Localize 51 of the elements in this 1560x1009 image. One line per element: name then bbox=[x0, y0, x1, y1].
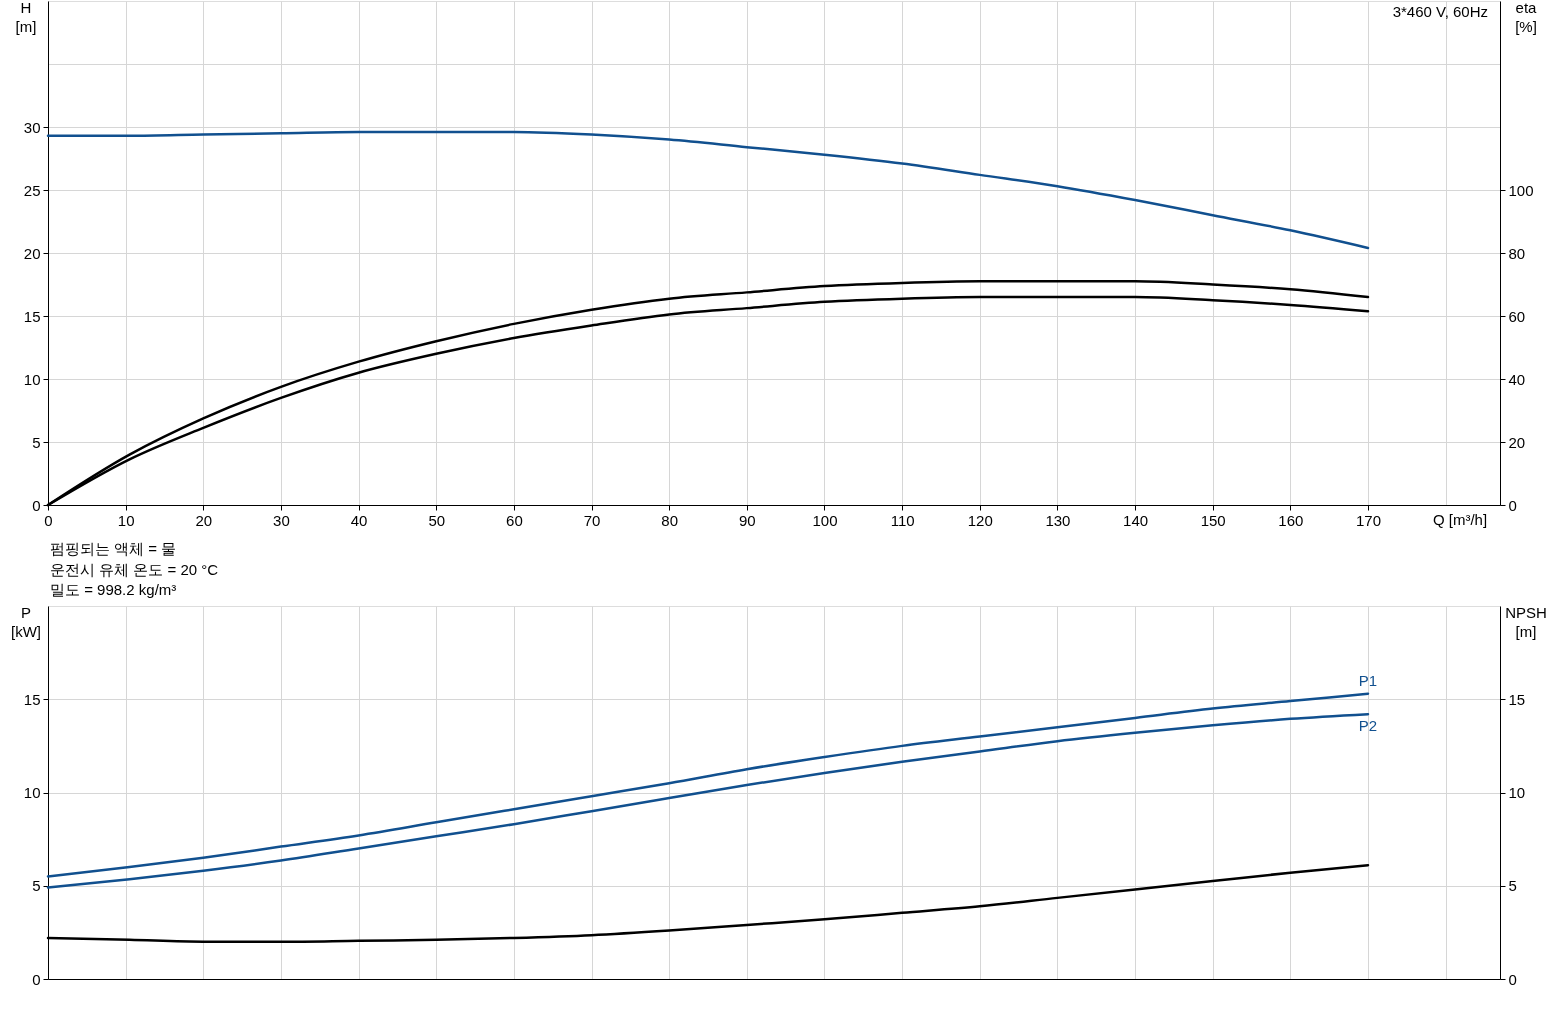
y2-tick-label: 0 bbox=[1508, 970, 1517, 988]
y-tick-label: 30 bbox=[23, 118, 41, 136]
x-tick-label: 80 bbox=[661, 511, 679, 529]
y-tick-label: 10 bbox=[23, 784, 41, 801]
x-tick-label: 0 bbox=[44, 511, 53, 529]
text: 밀도 = 998.2 kg/m³ bbox=[50, 581, 177, 598]
y-tick-label: 20 bbox=[23, 244, 41, 262]
text: 운전시 유체 온도 = 20 °C bbox=[50, 560, 219, 578]
y-tick-label: 15 bbox=[23, 307, 41, 325]
line-series bbox=[46, 130, 1370, 250]
x-tick-label: 50 bbox=[428, 511, 446, 529]
y-axis-title: H [m] bbox=[15, 0, 37, 35]
y2-tick-label: 40 bbox=[1508, 370, 1526, 388]
y-tick-label: 5 bbox=[32, 433, 41, 451]
y2-axis-title: eta [%] bbox=[1515, 0, 1538, 35]
x-tick-label: 70 bbox=[583, 511, 601, 529]
x-tick-label: 140 bbox=[1123, 511, 1149, 529]
y-tick-label: 0 bbox=[32, 496, 41, 514]
y-tick-label: 25 bbox=[23, 181, 41, 199]
x-tick-label: 110 bbox=[890, 511, 915, 529]
y2-tick-label: 15 bbox=[1508, 690, 1526, 708]
chart-title: 3*460 V, 60Hz bbox=[1392, 3, 1488, 20]
y2-tick-label: 100 bbox=[1508, 181, 1534, 199]
x-tick-label: 100 bbox=[812, 511, 838, 529]
x-tick-label: 120 bbox=[967, 511, 993, 529]
y-tick-label: 10 bbox=[23, 370, 41, 388]
x-axis-title: Q [m³/h] bbox=[1432, 511, 1488, 528]
x-tick-label: 170 bbox=[1355, 511, 1382, 529]
y2-tick-label: 80 bbox=[1508, 244, 1526, 262]
x-tick-label: 60 bbox=[506, 511, 523, 529]
x-tick-label: 20 bbox=[195, 511, 213, 529]
x-tick-label: 30 bbox=[273, 511, 290, 529]
x-tick-label: 40 bbox=[350, 511, 368, 529]
y-axis-title: P [kW] bbox=[11, 604, 41, 640]
x-tick-label: 130 bbox=[1045, 511, 1071, 529]
series-label: P1 bbox=[1358, 671, 1378, 689]
x-tick-label: 90 bbox=[738, 511, 756, 529]
x-tick-label: 10 bbox=[117, 511, 135, 529]
y-tick-label: 0 bbox=[32, 970, 41, 988]
y2-tick-label: 5 bbox=[1508, 877, 1517, 895]
text: 펌핑되는 액체 = 물 bbox=[50, 540, 177, 557]
y2-tick-label: 10 bbox=[1508, 784, 1526, 801]
x-tick-label: 150 bbox=[1200, 511, 1226, 529]
y2-tick-label: 60 bbox=[1508, 307, 1526, 325]
y2-axis-title: NPSH [m] bbox=[1505, 604, 1547, 640]
y-tick-label: 15 bbox=[23, 690, 41, 708]
y2-tick-label: 20 bbox=[1508, 433, 1526, 451]
series-label: P2 bbox=[1358, 717, 1378, 735]
x-tick-label: 160 bbox=[1278, 511, 1304, 529]
y2-tick-label: 0 bbox=[1508, 496, 1517, 514]
y-tick-label: 5 bbox=[32, 877, 41, 895]
